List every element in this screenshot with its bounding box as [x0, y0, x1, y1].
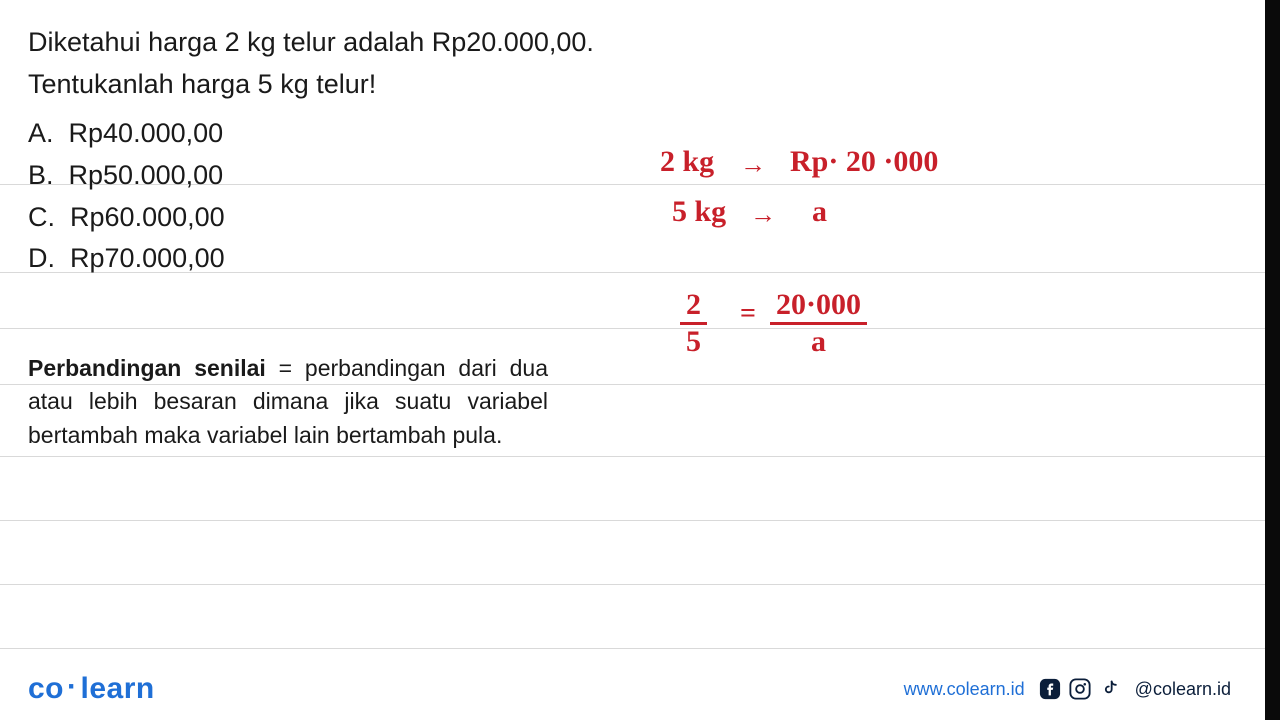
- rule-line: [0, 520, 1265, 521]
- footer: co·learn www.colearn.id @colearn.id: [0, 658, 1265, 720]
- hw-frac-right-num: 20·000: [770, 288, 867, 322]
- definition-block: Perbandingan senilai = perbandingan dari…: [28, 352, 548, 452]
- hw-row1-arrow: →: [740, 150, 766, 180]
- option-c-value: Rp60.000,00: [70, 202, 225, 232]
- hw-row2-arrow: →: [750, 200, 776, 230]
- facebook-icon: [1039, 678, 1061, 700]
- question-line-2: Tentukanlah harga 5 kg telur!: [28, 66, 1228, 102]
- instagram-icon: [1069, 678, 1091, 700]
- social-icons: [1039, 678, 1121, 700]
- option-b-value: Rp50.000,00: [69, 160, 224, 190]
- rule-line: [0, 648, 1265, 649]
- option-a: A. Rp40.000,00: [28, 113, 1228, 155]
- hw-frac-right-den: a: [770, 322, 867, 359]
- hw-frac-left-den: 5: [680, 322, 707, 359]
- logo-left: co: [28, 672, 64, 705]
- question-block: Diketahui harga 2 kg telur adalah Rp20.0…: [28, 24, 1228, 280]
- options-list: A. Rp40.000,00 B. Rp50.000,00 C. Rp60.00…: [28, 113, 1228, 280]
- hw-fraction-right: 20·000 a: [770, 288, 867, 359]
- hw-row2-left: 5 kg: [672, 195, 726, 229]
- hw-fraction-left: 2 5: [680, 288, 707, 359]
- right-black-strip: [1265, 0, 1280, 720]
- footer-url: www.colearn.id: [904, 679, 1025, 700]
- hw-equals: =: [740, 298, 756, 330]
- brand-logo: co·learn: [28, 672, 155, 706]
- rule-line: [0, 584, 1265, 585]
- hw-row1-right: Rp· 20 ·000: [790, 145, 938, 179]
- rule-line: [0, 328, 1265, 329]
- footer-handle: @colearn.id: [1135, 679, 1231, 700]
- hw-frac-left-num: 2: [680, 288, 707, 322]
- option-d: D. Rp70.000,00: [28, 238, 1228, 280]
- logo-dot: ·: [64, 670, 81, 703]
- option-b: B. Rp50.000,00: [28, 155, 1228, 197]
- footer-right: www.colearn.id @colearn.id: [904, 678, 1231, 700]
- logo-right: learn: [81, 672, 155, 705]
- option-c: C. Rp60.000,00: [28, 197, 1228, 239]
- option-a-value: Rp40.000,00: [69, 118, 224, 148]
- definition-equals: =: [266, 355, 305, 381]
- page-surface: Diketahui harga 2 kg telur adalah Rp20.0…: [0, 0, 1265, 720]
- definition-term: Perbandingan senilai: [28, 355, 266, 381]
- hw-row1-left: 2 kg: [660, 145, 714, 179]
- tiktok-icon: [1099, 678, 1121, 700]
- question-line-1: Diketahui harga 2 kg telur adalah Rp20.0…: [28, 24, 1228, 60]
- option-d-value: Rp70.000,00: [70, 243, 225, 273]
- hw-row2-right: a: [812, 195, 827, 229]
- rule-line: [0, 456, 1265, 457]
